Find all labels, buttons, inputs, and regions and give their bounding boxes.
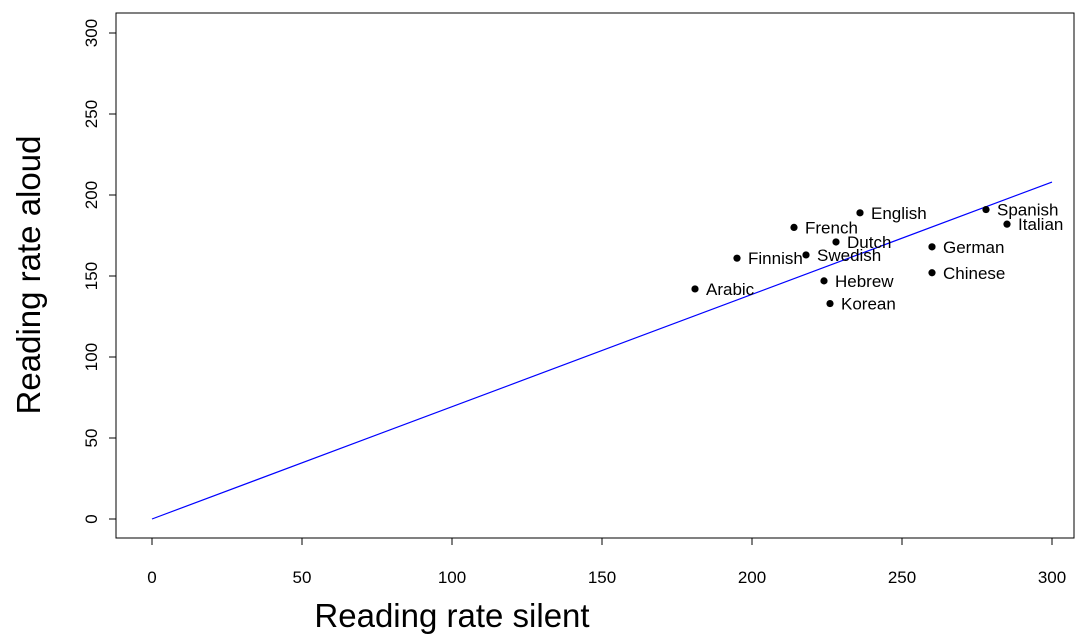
point-label: Spanish [997, 201, 1058, 220]
y-tick-label: 0 [82, 514, 101, 523]
data-point [733, 254, 741, 262]
y-tick-label: 150 [82, 262, 101, 290]
x-tick-label: 250 [888, 568, 916, 587]
data-point [790, 223, 798, 231]
data-point [928, 269, 936, 277]
data-point [1003, 220, 1011, 228]
point-label: French [805, 218, 858, 237]
x-tick-label: 0 [147, 568, 156, 587]
point-label: Swedish [817, 246, 881, 265]
data-point [820, 277, 828, 285]
data-point [826, 299, 834, 308]
x-tick-label: 100 [438, 568, 466, 587]
data-point [928, 243, 936, 251]
x-tick-label: 150 [588, 568, 616, 587]
data-point [802, 251, 810, 259]
point-label: Korean [841, 295, 896, 314]
point-label: Finnish [748, 249, 803, 268]
x-tick-label: 50 [293, 568, 312, 587]
point-label: Arabic [706, 280, 755, 299]
x-axis: 0 50 100 150 200 250 300 [147, 537, 1066, 587]
y-tick-label: 250 [82, 100, 101, 128]
y-axis-title: Reading rate aloud [10, 136, 47, 415]
point-label: Chinese [943, 264, 1005, 283]
point-label: Italian [1018, 215, 1063, 234]
y-axis: 0 50 100 150 200 250 300 [82, 19, 117, 524]
x-tick-label: 200 [738, 568, 766, 587]
data-point [856, 209, 864, 217]
point-label: Hebrew [835, 272, 894, 291]
y-tick-label: 50 [82, 429, 101, 448]
reference-line-group [151, 181, 1053, 520]
data-point [691, 285, 699, 293]
x-tick-label: 300 [1038, 568, 1066, 587]
point-label: Dutch [847, 233, 891, 252]
y-tick-label: 100 [82, 343, 101, 371]
x-axis-title: Reading rate silent [314, 597, 589, 634]
y-tick-label: 300 [82, 19, 101, 47]
point-label: German [943, 238, 1004, 257]
data-point [982, 205, 990, 214]
y-tick-label: 200 [82, 181, 101, 209]
point-label: English [871, 204, 927, 223]
reference-line [151, 181, 1053, 520]
data-point [832, 238, 840, 246]
